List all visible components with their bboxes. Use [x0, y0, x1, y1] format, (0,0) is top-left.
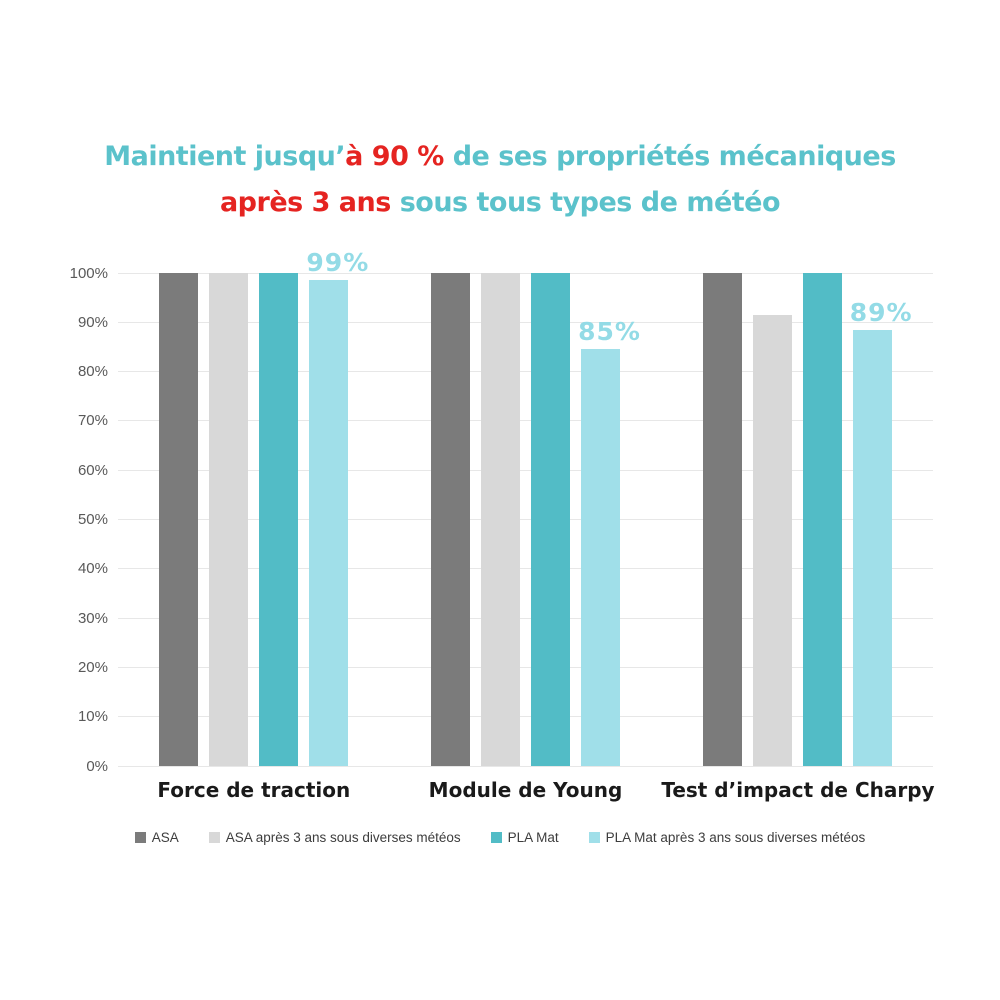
- title-line-1: Maintient jusqu’à 90 % de ses propriétés…: [0, 134, 1000, 180]
- bar-value-label: 99%: [306, 248, 370, 278]
- y-tick-label: 30%: [77, 609, 108, 627]
- bar: [309, 280, 349, 766]
- bar: [752, 314, 792, 766]
- legend-label: ASA: [151, 830, 179, 845]
- bar: [259, 273, 299, 766]
- bar: [481, 273, 520, 766]
- grid-line: [118, 666, 933, 668]
- bar-value-label: 85%: [578, 317, 641, 347]
- title-segment-teal: Maintient jusqu’: [104, 141, 346, 172]
- grid-line: [118, 420, 933, 422]
- grid-line: [118, 617, 933, 619]
- y-tick-label: 20%: [77, 658, 108, 676]
- grid-line: [118, 371, 933, 373]
- y-tick-label: 90%: [77, 313, 108, 331]
- bar: [531, 273, 570, 766]
- grid-line: [118, 469, 933, 471]
- grid-line: [118, 765, 933, 767]
- x-category-label: Force de traction: [157, 778, 351, 802]
- legend-swatch: [490, 832, 502, 843]
- title-segment-red: à 90 %: [345, 141, 453, 172]
- bar: [581, 349, 620, 766]
- legend-swatch: [208, 832, 220, 843]
- legend-item: ASA: [134, 830, 179, 845]
- y-tick-label: 80%: [77, 363, 108, 381]
- grid-line: [118, 321, 933, 323]
- chart-title: Maintient jusqu’à 90 % de ses propriétés…: [0, 134, 1000, 226]
- grid-line: [118, 716, 933, 718]
- y-tick-label: 40%: [77, 560, 108, 578]
- y-tick-label: 50%: [77, 511, 108, 528]
- bar: [431, 273, 470, 766]
- bar: [702, 273, 742, 766]
- bar: [209, 273, 249, 766]
- legend-label: PLA Mat après 3 ans sous diverses météos: [605, 830, 866, 845]
- y-tick-label: 10%: [77, 708, 108, 726]
- legend-item: PLA Mat après 3 ans sous diverses météos: [588, 830, 866, 845]
- legend-label: PLA Mat: [507, 830, 559, 845]
- grid-line: [118, 519, 933, 520]
- legend-swatch: [588, 832, 600, 843]
- plot-area: 99% 85% 89%: [118, 248, 933, 767]
- title-segment-red: après 3 ans: [219, 187, 400, 218]
- y-tick-label: 60%: [77, 461, 108, 479]
- legend-item: PLA Mat: [490, 830, 559, 845]
- legend-swatch: [134, 832, 146, 843]
- x-category-label: Module de Young: [428, 778, 623, 802]
- legend-label: ASA après 3 ans sous diverses météos: [225, 830, 461, 845]
- bar: [852, 329, 892, 766]
- legend-item: ASA après 3 ans sous diverses météos: [208, 830, 461, 845]
- bar: [159, 273, 199, 766]
- title-segment-teal: sous tous types de météo: [399, 187, 781, 218]
- bar: [802, 273, 842, 766]
- y-tick-label: 70%: [77, 412, 108, 430]
- title-segment-teal: de ses propriétés mécaniques: [452, 141, 897, 172]
- bar-value-label: 89%: [849, 297, 913, 327]
- grid-line: [118, 568, 933, 570]
- x-category-label: Test d’impact de Charpy: [661, 778, 935, 802]
- y-tick-label: 100%: [69, 264, 108, 282]
- grid-line: [118, 272, 933, 274]
- title-line-2: après 3 ans sous tous types de météo: [0, 180, 1000, 226]
- y-tick-label: 0%: [86, 757, 108, 775]
- legend: ASA ASA après 3 ans sous diverses météos P…: [0, 830, 1000, 845]
